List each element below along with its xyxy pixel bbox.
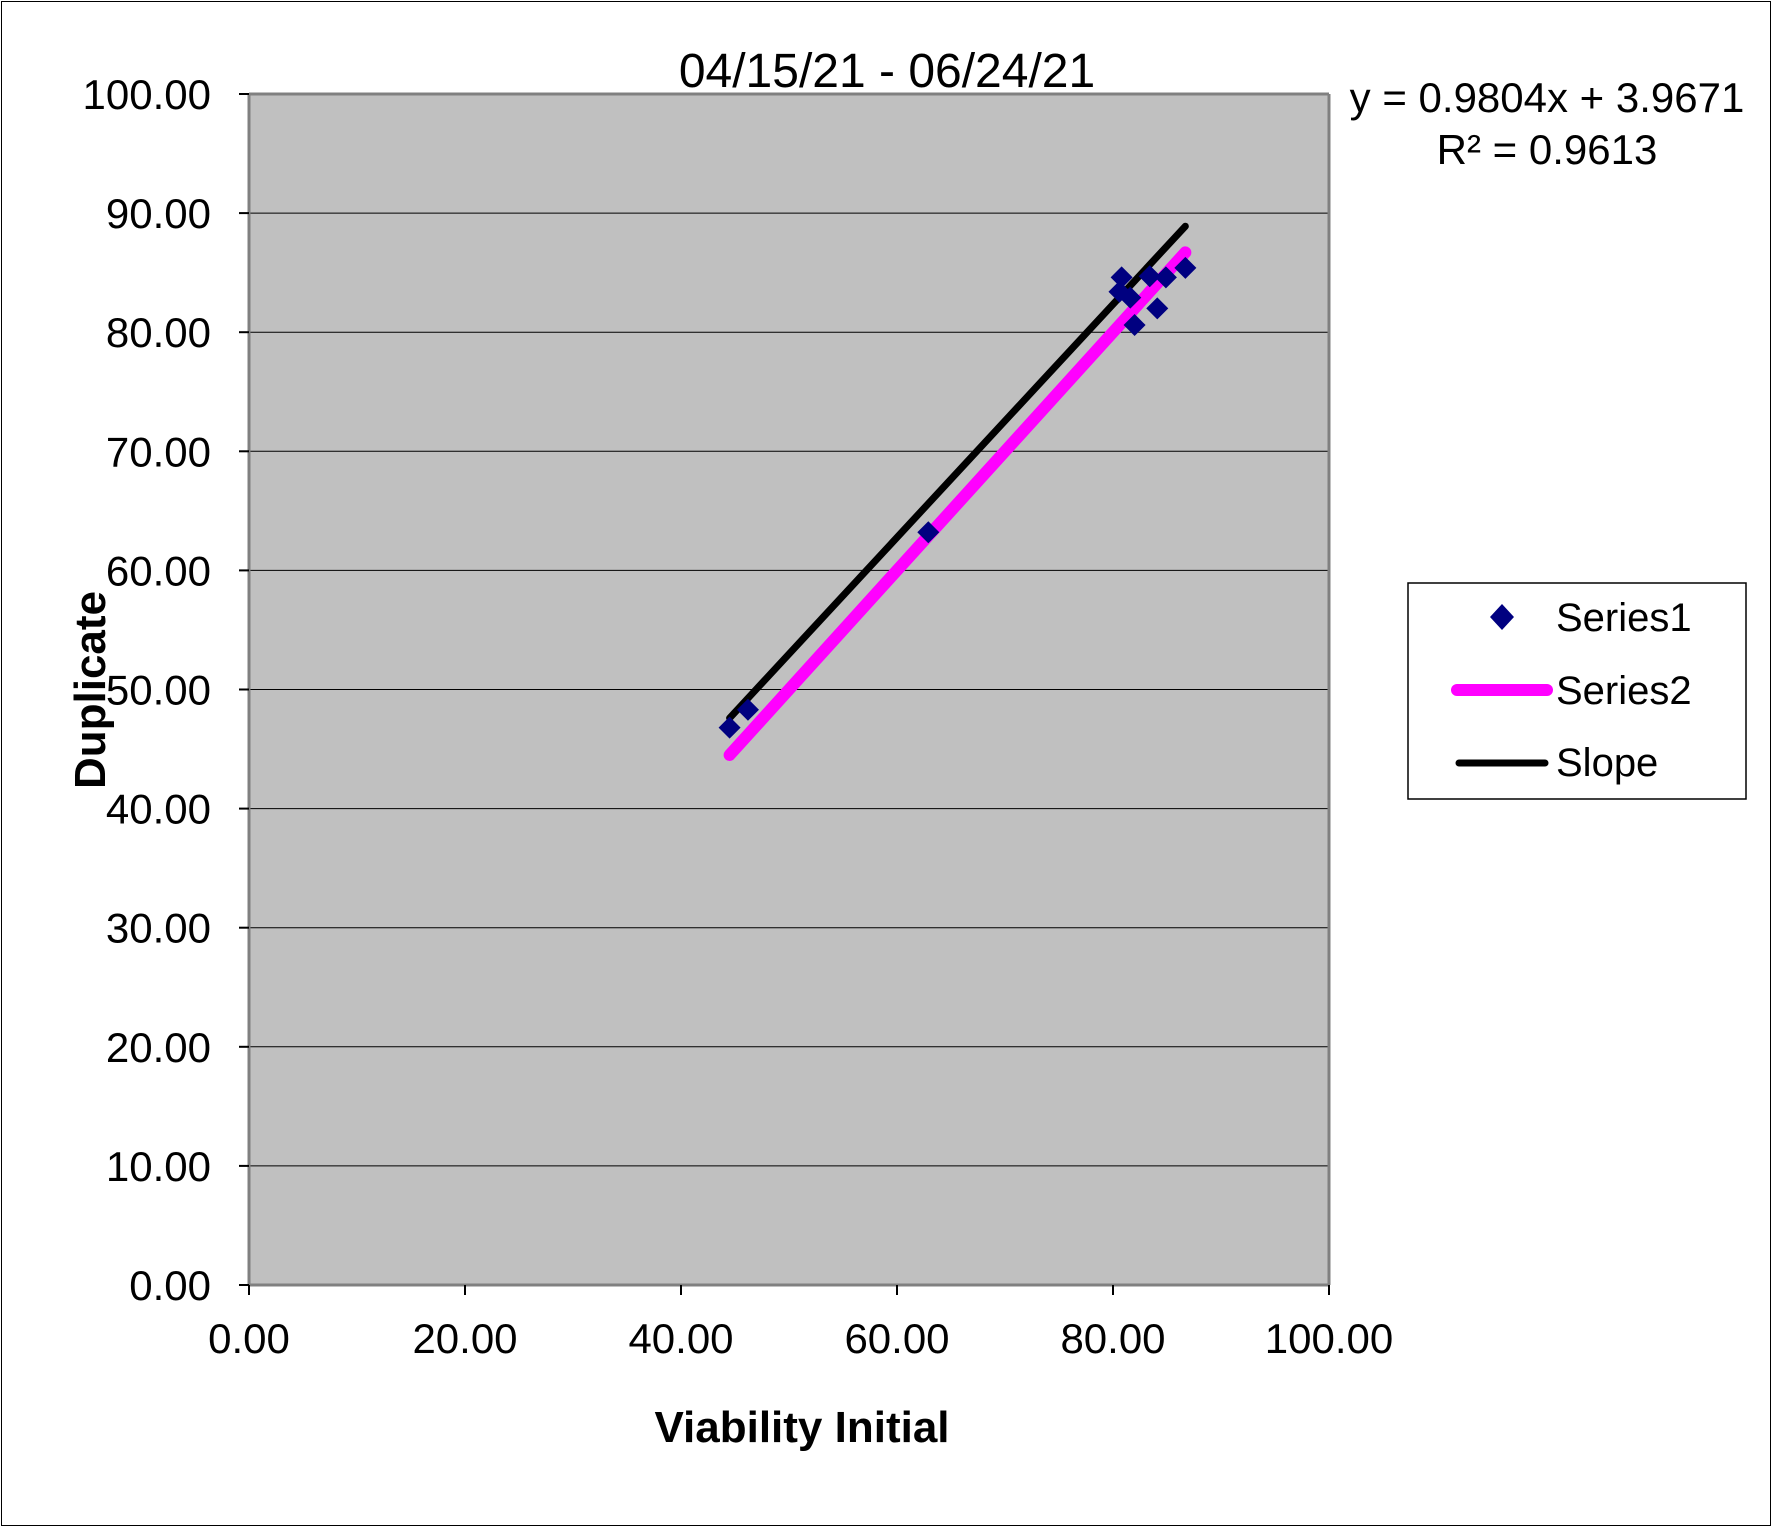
chart-title: 04/15/21 - 06/24/21 <box>679 45 1095 98</box>
y-tick-label: 70.00 <box>106 428 211 475</box>
data-point-series1 <box>1110 266 1133 289</box>
series-line-series2 <box>723 246 1192 762</box>
x-tick-label: 80.00 <box>1060 1315 1165 1362</box>
data-point-series1 <box>1174 256 1197 279</box>
y-tick-label: 100.00 <box>83 71 211 118</box>
y-tick-label: 40.00 <box>106 786 211 833</box>
x-axis-title: Viability Initial <box>654 1403 949 1452</box>
data-point-series1 <box>1146 297 1169 320</box>
data-point-series1 <box>718 716 741 739</box>
x-tick-label: 40.00 <box>628 1315 733 1362</box>
trendline-equation: y = 0.9804x + 3.9671 <box>1350 74 1745 121</box>
x-tick-label: 0.00 <box>208 1315 290 1362</box>
y-tick-label: 20.00 <box>106 1024 211 1071</box>
legend-series2-label: Series2 <box>1556 669 1692 713</box>
y-tick-label: 80.00 <box>106 309 211 356</box>
y-tick-label: 60.00 <box>106 547 211 594</box>
data-point-series1 <box>736 698 759 721</box>
legend: Series1 Series2 Slope <box>1407 582 1747 800</box>
legend-slope-label: Slope <box>1556 741 1658 785</box>
data-point-series1 <box>1138 265 1161 288</box>
trendline-r-squared: R² = 0.9613 <box>1437 126 1658 173</box>
y-tick-label: 10.00 <box>106 1143 211 1190</box>
series-line-slope <box>726 222 1189 722</box>
data-point-series1 <box>1119 286 1142 309</box>
y-tick-label: 0.00 <box>129 1262 211 1309</box>
y-tick-label: 90.00 <box>106 190 211 237</box>
data-point-series1 <box>1154 266 1177 289</box>
x-tick-label: 60.00 <box>844 1315 949 1362</box>
legend-series1-marker <box>1490 604 1514 630</box>
x-tick-label: 100.00 <box>1265 1315 1393 1362</box>
legend-series1-label: Series1 <box>1556 596 1692 640</box>
y-axis-title: Duplicate <box>66 591 115 789</box>
x-tick-label: 20.00 <box>412 1315 517 1362</box>
data-point-series1 <box>917 521 940 544</box>
y-tick-label: 30.00 <box>106 905 211 952</box>
y-tick-label: 50.00 <box>106 667 211 714</box>
data-point-series1 <box>1123 314 1146 337</box>
